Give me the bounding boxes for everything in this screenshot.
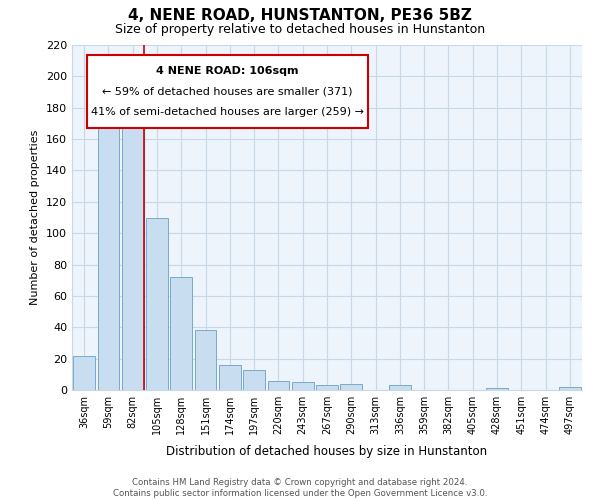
Text: Contains HM Land Registry data © Crown copyright and database right 2024.
Contai: Contains HM Land Registry data © Crown c… [113,478,487,498]
Bar [243,370,265,390]
Text: Size of property relative to detached houses in Hunstanton: Size of property relative to detached ho… [115,22,485,36]
FancyBboxPatch shape [88,56,368,128]
Bar [194,330,217,390]
Bar [170,277,192,390]
Bar [219,365,241,390]
Bar [316,386,338,390]
Text: ← 59% of detached houses are smaller (371): ← 59% of detached houses are smaller (37… [103,86,353,97]
Bar [97,124,119,390]
Bar [73,356,95,390]
Bar [559,387,581,390]
Bar [486,388,508,390]
Bar [268,380,289,390]
Text: 4, NENE ROAD, HUNSTANTON, PE36 5BZ: 4, NENE ROAD, HUNSTANTON, PE36 5BZ [128,8,472,22]
Text: 41% of semi-detached houses are larger (259) →: 41% of semi-detached houses are larger (… [91,107,364,117]
Bar [340,384,362,390]
X-axis label: Distribution of detached houses by size in Hunstanton: Distribution of detached houses by size … [166,446,488,458]
Bar [146,218,168,390]
Bar [389,386,411,390]
Bar [122,110,143,390]
Y-axis label: Number of detached properties: Number of detached properties [31,130,40,305]
Bar [292,382,314,390]
Text: 4 NENE ROAD: 106sqm: 4 NENE ROAD: 106sqm [156,66,299,76]
